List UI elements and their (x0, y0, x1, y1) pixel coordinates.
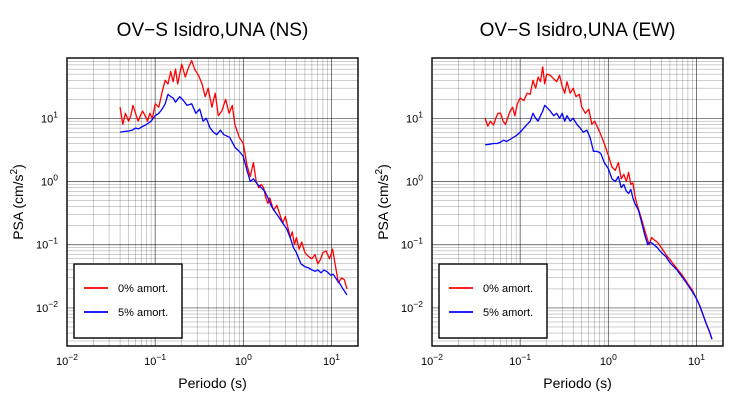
series-line-5pct-damping (119, 93, 348, 296)
plot-frame (66, 57, 359, 347)
legend-label: 0% amort. (483, 283, 533, 295)
x-tick-label: 101 (323, 352, 340, 368)
x-axis-label: Periodo (s) (543, 375, 611, 391)
y-tick-label: 100 (41, 173, 58, 189)
x-tick-label: 10−1 (144, 352, 166, 368)
series-line-0pct-damping (484, 66, 713, 340)
chart-title: OV−S Isidro,UNA (EW) (480, 20, 676, 41)
series-line-0pct-damping (119, 59, 348, 290)
x-tick-label: 10−2 (421, 352, 443, 368)
x-tick-label: 100 (235, 352, 252, 368)
x-tick-label: 10−1 (509, 352, 531, 368)
y-tick-label: 101 (41, 109, 58, 125)
legend-label: 5% amort. (118, 307, 168, 319)
grid (432, 58, 723, 346)
chart-panel-ns: 10−2 10−1 100 101 10−2 10−1 100 101 OV−S Isidro,… (9, 20, 359, 391)
chart-title: OV−S Isidro,UNA (NS) (117, 20, 309, 41)
legend-label: 0% amort. (118, 283, 168, 295)
legend-label: 5% amort. (483, 307, 533, 319)
y-tick-label: 100 (406, 173, 423, 189)
y-axis-label: PSA (cm/s2) (374, 164, 391, 240)
legend: 0% amort. 5% amort. (73, 263, 183, 339)
legend-box (438, 263, 548, 339)
y-tick-label: 10−2 (401, 299, 423, 315)
x-tick-label: 101 (688, 352, 705, 368)
y-axis-label: PSA (cm/s2) (9, 164, 26, 240)
y-tick-label: 10−1 (401, 236, 423, 252)
y-tick-label: 101 (406, 109, 423, 125)
legend-box (73, 263, 183, 339)
chart-panel-ew: 10−2 10−1 100 101 10−2 10−1 100 101 OV−S Isidro,… (374, 20, 724, 391)
x-axis-label: Periodo (s) (178, 375, 246, 391)
x-tick-label: 10−2 (56, 352, 78, 368)
series-line-5pct-damping (485, 104, 713, 340)
x-tick-label: 100 (600, 352, 617, 368)
y-tick-label: 10−1 (36, 236, 58, 252)
plot-frame (431, 57, 724, 347)
y-tick-label: 10−2 (36, 299, 58, 315)
legend: 0% amort. 5% amort. (438, 263, 548, 339)
